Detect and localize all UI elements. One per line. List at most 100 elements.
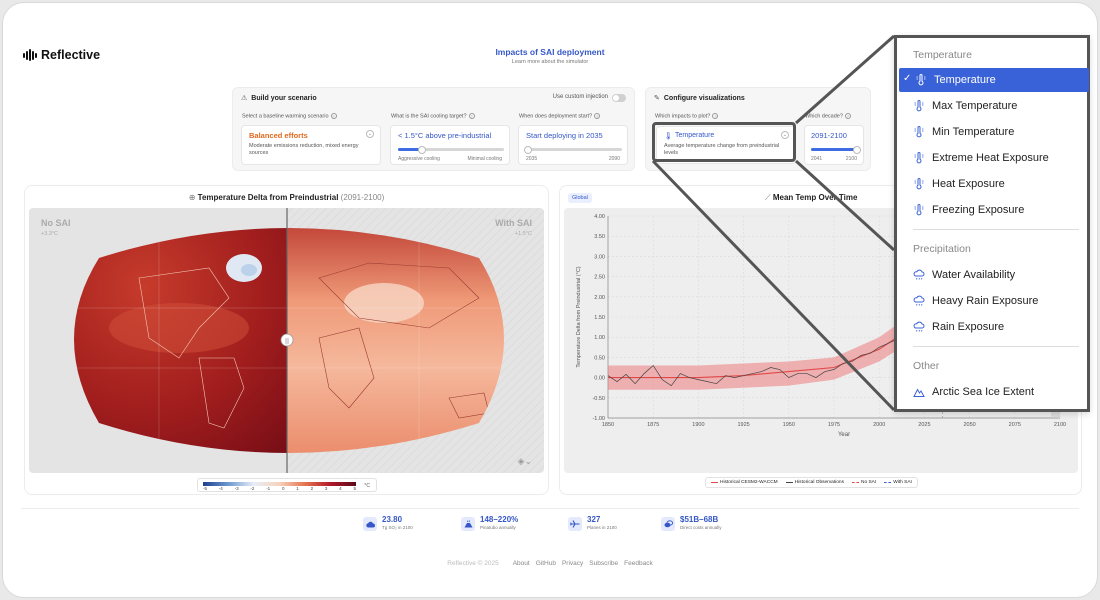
help-icon[interactable]: ? bbox=[330, 113, 337, 119]
brand-logo[interactable]: Reflective bbox=[23, 48, 100, 62]
footer: Reflective © 2025 About GitHub Privacy S… bbox=[3, 560, 1097, 567]
plane-icon bbox=[568, 517, 582, 531]
help-icon[interactable]: ? bbox=[594, 113, 601, 119]
x-tick-label: 1925 bbox=[737, 422, 749, 428]
impact-dropdown-menu: Temperature ✓ Temperature Max Temperatur… bbox=[894, 35, 1090, 412]
help-icon[interactable]: ? bbox=[712, 113, 719, 119]
layers-icon[interactable]: ◈⌄ bbox=[517, 456, 532, 466]
y-tick-label: 3.00 bbox=[594, 254, 605, 260]
impact-select[interactable]: Temperature 🌡︎ Average temperature chang… bbox=[656, 126, 796, 164]
region-badge[interactable]: Global bbox=[568, 193, 592, 203]
decade-min-label: 2041 bbox=[811, 156, 823, 162]
colorbar-gradient bbox=[203, 482, 356, 486]
map-viewport[interactable]: || No SAI +3.3°C With SAI +1.5°C ◈⌄ bbox=[29, 208, 544, 473]
brand-name: Reflective bbox=[41, 48, 101, 62]
slider-fill bbox=[811, 148, 857, 151]
rain-cloud-icon bbox=[913, 269, 925, 280]
x-tick-label: 2075 bbox=[1009, 422, 1021, 428]
dropdown-separator bbox=[913, 346, 1079, 347]
y-tick-label: 0.00 bbox=[594, 376, 605, 382]
colorbar-tick: -5 bbox=[203, 486, 208, 491]
footer-link-about[interactable]: About bbox=[512, 560, 530, 567]
dropdown-item-rain-exposure[interactable]: Rain Exposure bbox=[897, 315, 1087, 339]
legend-item[interactable]: Historical CESM2-WACCM bbox=[711, 480, 778, 485]
x-tick-label: 1875 bbox=[647, 422, 659, 428]
chart-icon: ⟋ bbox=[765, 193, 773, 202]
decade-slider[interactable] bbox=[811, 145, 861, 154]
dropdown-item-temperature[interactable]: ✓ Temperature bbox=[899, 68, 1089, 92]
dropdown-section-precipitation: Precipitation bbox=[913, 243, 971, 255]
stat-costs: $51B–68B Direct costs annually bbox=[661, 515, 722, 531]
footer-link-github[interactable]: GitHub bbox=[535, 560, 556, 567]
learn-more-link[interactable]: Learn more about the simulator bbox=[511, 59, 589, 65]
custom-injection-toggle[interactable] bbox=[612, 94, 626, 102]
dropdown-item-water-availability[interactable]: Water Availability bbox=[897, 263, 1087, 287]
map-title: ⊕ Temperature Delta from Preindustrial (… bbox=[188, 193, 385, 202]
target-max-label: Minimal cooling bbox=[467, 156, 502, 162]
y-axis-label: Temperature Delta from Preindustrial (°C… bbox=[576, 266, 582, 367]
stat-value: 23.80 bbox=[382, 515, 403, 524]
colorbar-legend: -5 -4 -3 -2 -1 0 1 2 3 4 5 °C bbox=[197, 478, 377, 492]
target-slider[interactable] bbox=[398, 145, 504, 154]
chevron-down-icon: ⌄ bbox=[781, 131, 789, 139]
colorbar-tick: 4 bbox=[339, 486, 342, 491]
impact-value: Temperature bbox=[675, 132, 715, 139]
thermometer-icon: 🌡︎ bbox=[664, 133, 673, 140]
footer-link-privacy[interactable]: Privacy bbox=[561, 560, 584, 567]
help-icon[interactable]: ? bbox=[468, 113, 475, 119]
start-card: Start deploying in 2035 2035 2090 bbox=[518, 125, 628, 165]
rain-cloud-icon bbox=[913, 321, 925, 332]
divider bbox=[21, 508, 1079, 509]
thermometer-icon bbox=[916, 74, 926, 86]
slider-knob[interactable] bbox=[523, 145, 532, 154]
legend-item[interactable]: No SAI bbox=[851, 480, 876, 485]
coins-icon bbox=[661, 517, 675, 531]
legend-item[interactable]: Historical Observations bbox=[785, 480, 844, 485]
chart-legend: Historical CESM2-WACCM Historical Observa… bbox=[705, 477, 918, 488]
dropdown-item-heavy-rain-exposure[interactable]: Heavy Rain Exposure bbox=[897, 289, 1087, 313]
impact-description: Average temperature change from preindus… bbox=[664, 143, 780, 156]
stat-value: 327 bbox=[587, 515, 601, 524]
baseline-description: Moderate emissions reduction, mixed ener… bbox=[249, 143, 359, 156]
mountain-ice-icon bbox=[913, 388, 925, 397]
stat-label: Planes in 2100 bbox=[587, 525, 617, 530]
start-max-label: 2090 bbox=[608, 156, 620, 162]
impact-question: Which impacts to plot?? bbox=[655, 113, 719, 120]
decade-max-label: 2100 bbox=[845, 156, 857, 162]
slider-knob[interactable] bbox=[852, 145, 861, 154]
y-tick-label: 1.50 bbox=[594, 315, 605, 321]
thermometer-icon bbox=[914, 204, 924, 216]
no-sai-label: No SAI bbox=[41, 218, 71, 228]
dropdown-item-min-temperature[interactable]: Min Temperature bbox=[897, 120, 1087, 144]
baseline-select[interactable]: Balanced efforts Moderate emissions redu… bbox=[241, 125, 381, 165]
footer-link-feedback[interactable]: Feedback bbox=[624, 560, 653, 567]
colorbar-tick: -2 bbox=[250, 486, 255, 491]
dropdown-item-freezing-exposure[interactable]: Freezing Exposure bbox=[897, 198, 1087, 222]
legend-swatch bbox=[711, 482, 718, 483]
stat-pinatubo: 148–220% Pinatubo annually bbox=[461, 515, 518, 531]
y-tick-label: 4.00 bbox=[594, 214, 605, 220]
thermometer-icon bbox=[914, 178, 924, 190]
with-sai-value: +1.5°C bbox=[514, 231, 532, 237]
with-sai-label: With SAI bbox=[495, 218, 532, 228]
baseline-question: Select a baseline warming scenario? bbox=[242, 113, 337, 120]
help-icon[interactable]: ? bbox=[844, 113, 851, 119]
x-tick-label: 1950 bbox=[783, 422, 795, 428]
start-slider[interactable] bbox=[523, 145, 622, 154]
dropdown-item-extreme-heat-exposure[interactable]: Extreme Heat Exposure bbox=[897, 146, 1087, 170]
stat-label: Direct costs annually bbox=[680, 525, 722, 530]
no-sai-value: +3.3°C bbox=[41, 231, 59, 237]
scenario-panel: ⚠ Build your scenario Use custom injecti… bbox=[232, 87, 635, 171]
dropdown-item-max-temperature[interactable]: Max Temperature bbox=[897, 94, 1087, 118]
legend-item[interactable]: With SAI bbox=[884, 480, 912, 485]
slider-knob[interactable] bbox=[418, 145, 427, 154]
dropdown-item-arctic-sea-ice-extent[interactable]: Arctic Sea Ice Extent bbox=[897, 380, 1087, 404]
map-period: (2091-2100) bbox=[340, 193, 385, 202]
chart-title: ⟋ Mean Temp Over Time bbox=[765, 193, 858, 202]
footer-link-subscribe[interactable]: Subscribe bbox=[589, 560, 619, 567]
dropdown-separator bbox=[913, 229, 1079, 230]
dropdown-item-heat-exposure[interactable]: Heat Exposure bbox=[897, 172, 1087, 196]
colorbar-tick: 0 bbox=[281, 486, 285, 491]
colorbar-tick: 3 bbox=[324, 486, 328, 491]
decade-question: Which decade?? bbox=[805, 113, 851, 120]
